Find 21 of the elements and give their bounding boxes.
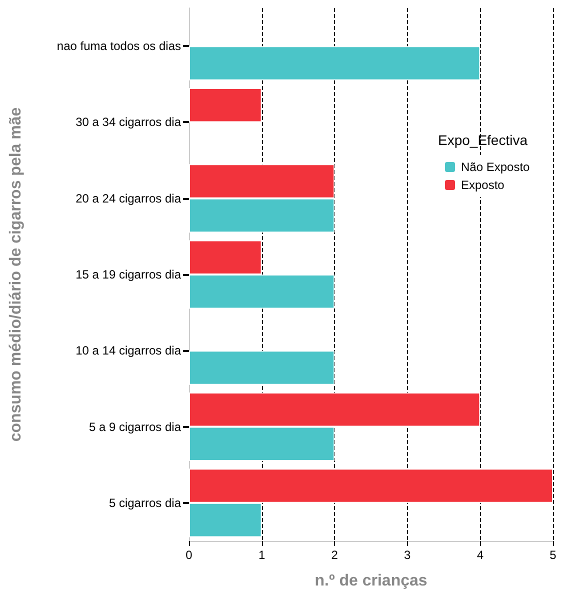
legend-label: Não Exposto	[461, 160, 530, 174]
x-tick-label: 0	[186, 548, 193, 562]
bar	[189, 350, 335, 385]
legend-label: Exposto	[461, 178, 505, 192]
y-tick-label: 30 a 34 cigarros dia	[76, 115, 182, 130]
x-tick-label: 3	[404, 548, 412, 562]
x-tick-label: 2	[331, 548, 338, 562]
y-axis-title: consumo médio/diário de cigarros pela mãe	[8, 107, 24, 442]
y-tick-label: 15 a 19 cigarros dia	[76, 268, 182, 282]
x-tick-label: 5	[550, 548, 557, 562]
legend-title: Expo_Efectiva	[438, 132, 528, 148]
x-tick-label: 1	[258, 548, 266, 562]
x-axis-title: n.º de crianças	[314, 572, 428, 590]
bar	[189, 88, 262, 122]
y-tick-label: 5 a 9 cigarros dia	[88, 420, 182, 434]
y-tick-label: 10 a 14 cigarros dia	[76, 344, 182, 358]
y-tick-label: 5 cigarros dia	[108, 496, 182, 510]
y-tick-label: 20 a 24 cigarros dia	[76, 191, 182, 206]
bar	[189, 46, 480, 80]
x-tick-label: 4	[476, 548, 484, 562]
y-tick-label: nao fuma todos os dias	[56, 39, 181, 54]
